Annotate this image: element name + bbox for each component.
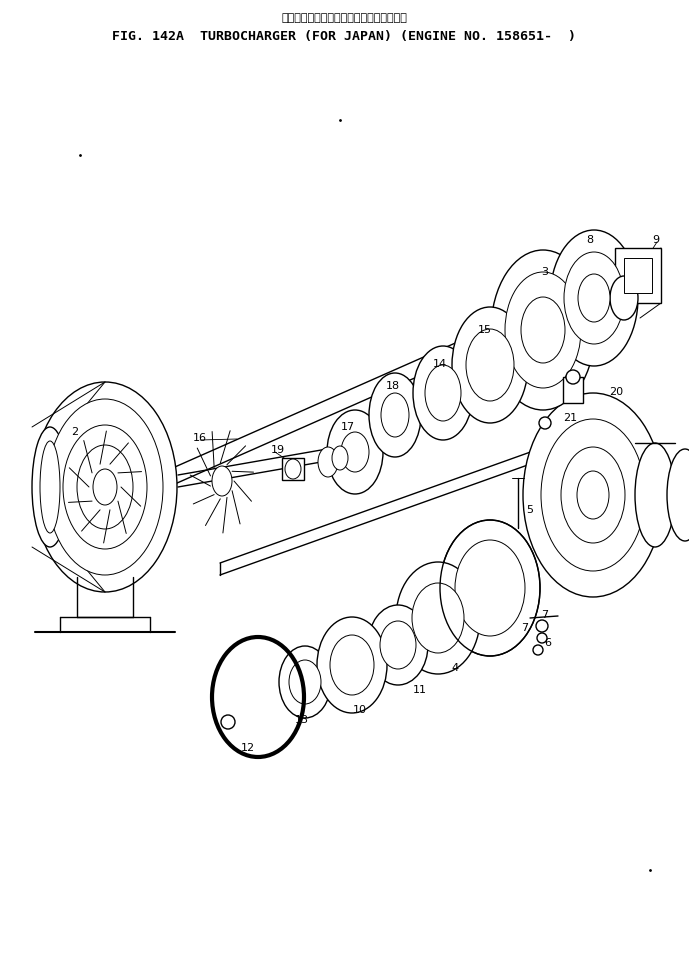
Ellipse shape: [491, 250, 595, 410]
Ellipse shape: [327, 410, 383, 494]
Text: 2: 2: [72, 427, 79, 437]
Ellipse shape: [381, 393, 409, 437]
Text: 20: 20: [609, 387, 623, 397]
Bar: [282, 458, 304, 480]
Ellipse shape: [667, 449, 689, 541]
Ellipse shape: [523, 393, 663, 597]
Ellipse shape: [412, 583, 464, 653]
Bar: [615, 248, 661, 303]
Ellipse shape: [564, 252, 624, 344]
Ellipse shape: [380, 621, 416, 669]
Ellipse shape: [77, 445, 133, 529]
Ellipse shape: [505, 272, 581, 388]
Ellipse shape: [635, 443, 675, 547]
Ellipse shape: [550, 230, 638, 366]
Text: 4: 4: [451, 663, 459, 673]
Text: 7: 7: [522, 623, 528, 633]
Ellipse shape: [63, 425, 147, 549]
Ellipse shape: [285, 459, 301, 479]
Text: 9: 9: [652, 235, 659, 245]
Text: 5: 5: [526, 505, 533, 515]
Text: ターボチャージャ　　国内向　　適用号機: ターボチャージャ 国内向 適用号機: [282, 13, 407, 23]
Ellipse shape: [440, 520, 540, 656]
Ellipse shape: [289, 660, 321, 704]
Ellipse shape: [413, 346, 473, 440]
Circle shape: [537, 633, 547, 643]
Ellipse shape: [40, 441, 60, 533]
Ellipse shape: [93, 469, 117, 505]
Ellipse shape: [33, 382, 177, 592]
Ellipse shape: [455, 540, 525, 636]
Circle shape: [221, 715, 235, 729]
Bar: [563, 377, 583, 403]
Text: 7: 7: [542, 610, 548, 620]
Text: 14: 14: [433, 359, 447, 369]
Ellipse shape: [425, 365, 461, 421]
Circle shape: [536, 620, 548, 632]
Circle shape: [566, 370, 580, 384]
Ellipse shape: [32, 427, 68, 547]
Ellipse shape: [317, 617, 387, 713]
Text: 19: 19: [271, 445, 285, 455]
Text: 3: 3: [542, 267, 548, 277]
Text: 11: 11: [413, 685, 427, 695]
Text: FIG. 142A  TURBOCHARGER (FOR JAPAN) (ENGINE NO. 158651-  ): FIG. 142A TURBOCHARGER (FOR JAPAN) (ENGI…: [112, 30, 577, 43]
Ellipse shape: [541, 419, 645, 571]
Text: 12: 12: [241, 743, 255, 753]
Ellipse shape: [330, 635, 374, 695]
Ellipse shape: [578, 274, 610, 322]
Ellipse shape: [369, 373, 421, 457]
Ellipse shape: [561, 447, 625, 543]
Ellipse shape: [212, 466, 232, 496]
Text: 15: 15: [478, 325, 492, 335]
Ellipse shape: [610, 276, 638, 320]
Circle shape: [539, 417, 551, 429]
Ellipse shape: [332, 446, 348, 470]
Text: 10: 10: [353, 705, 367, 715]
Ellipse shape: [47, 399, 163, 575]
Ellipse shape: [318, 447, 338, 477]
Text: 21: 21: [563, 413, 577, 423]
Text: 16: 16: [193, 433, 207, 443]
Ellipse shape: [279, 646, 331, 718]
Ellipse shape: [521, 297, 565, 363]
Text: 13: 13: [295, 715, 309, 725]
Text: 18: 18: [386, 381, 400, 391]
Ellipse shape: [396, 562, 480, 674]
Ellipse shape: [466, 329, 514, 401]
Ellipse shape: [452, 307, 528, 423]
Text: 6: 6: [544, 638, 551, 648]
Text: 8: 8: [586, 235, 593, 245]
Bar: [624, 258, 652, 293]
Circle shape: [533, 645, 543, 655]
Text: 17: 17: [341, 422, 355, 432]
Ellipse shape: [577, 471, 609, 519]
Ellipse shape: [368, 605, 428, 685]
Ellipse shape: [341, 432, 369, 472]
